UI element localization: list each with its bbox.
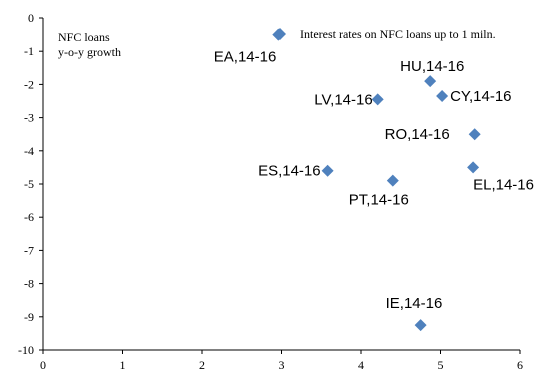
y-axis-label-line-2: y-o-y growth bbox=[58, 45, 121, 59]
y-axis-label: NFC loans y-o-y growth bbox=[58, 30, 121, 59]
y-tick-label: -8 bbox=[24, 277, 34, 291]
y-tick-label: -6 bbox=[24, 210, 34, 224]
x-tick-label: 6 bbox=[517, 358, 523, 372]
data-point-label: CY,14-16 bbox=[450, 88, 511, 105]
data-point-marker bbox=[468, 128, 481, 141]
data-point-marker bbox=[321, 164, 334, 177]
x-tick-label: 3 bbox=[279, 358, 285, 372]
data-point-marker bbox=[386, 174, 399, 187]
y-tick-label: -5 bbox=[24, 177, 34, 191]
data-point-marker bbox=[414, 319, 427, 332]
legend: Interest rates on NFC loans up to 1 miln… bbox=[274, 27, 496, 41]
x-tick-label: 4 bbox=[358, 358, 364, 372]
y-tick-label: -9 bbox=[24, 310, 34, 324]
y-tick-label: 0 bbox=[28, 11, 34, 25]
y-axis-label-line-1: NFC loans bbox=[58, 30, 110, 44]
x-tick-label: 0 bbox=[40, 358, 46, 372]
legend-entry-label: Interest rates on NFC loans up to 1 miln… bbox=[300, 27, 496, 41]
data-point-marker bbox=[436, 90, 449, 103]
data-point-label: IE,14-16 bbox=[386, 295, 443, 312]
y-tick-label: -4 bbox=[24, 144, 34, 158]
x-tick-label: 1 bbox=[120, 358, 126, 372]
y-tick-label: -3 bbox=[24, 111, 34, 125]
data-point-label: LV,14-16 bbox=[314, 91, 372, 108]
data-point-label: EA,14-16 bbox=[214, 49, 277, 66]
data-point-label: EL,14-16 bbox=[473, 176, 534, 193]
point-labels: EA,14-16 HU,14-16 LV,14-16 CY,14-16 RO,14-16… bbox=[214, 49, 534, 313]
data-point-label: ES,14-16 bbox=[258, 163, 321, 180]
x-tick-label: 2 bbox=[199, 358, 205, 372]
y-tick-label: -7 bbox=[24, 243, 34, 257]
data-point-marker bbox=[424, 75, 437, 88]
y-tick-label: -2 bbox=[24, 77, 34, 91]
y-tick-label: -1 bbox=[24, 44, 34, 58]
x-axis-ticks: 0 1 2 3 4 5 6 bbox=[40, 350, 523, 372]
data-point-label: RO,14-16 bbox=[385, 126, 450, 143]
x-tick-label: 5 bbox=[438, 358, 444, 372]
data-point-marker bbox=[467, 161, 480, 174]
data-point-marker bbox=[272, 28, 285, 41]
data-point-marker bbox=[371, 93, 384, 106]
data-points bbox=[272, 28, 481, 332]
y-axis-ticks: 0 -1 -2 -3 -4 -5 -6 -7 -8 -9 -10 bbox=[18, 11, 43, 357]
y-tick-label: -10 bbox=[18, 343, 34, 357]
data-point-label: HU,14-16 bbox=[400, 58, 464, 75]
data-point-label: PT,14-16 bbox=[349, 192, 409, 209]
